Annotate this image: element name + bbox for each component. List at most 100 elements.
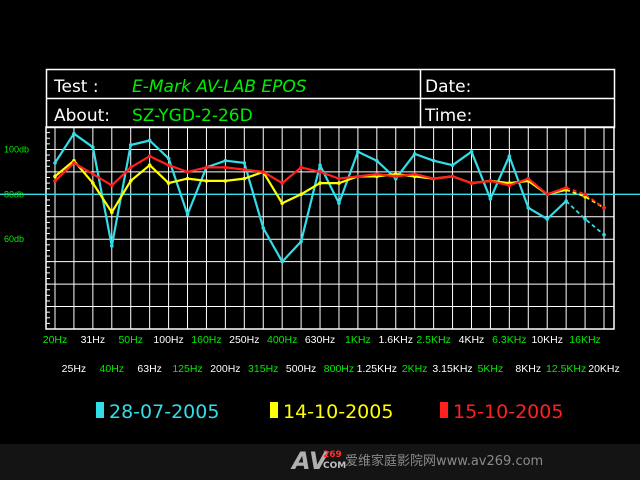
series-layer: [53, 131, 606, 264]
data-point: [375, 158, 379, 163]
logo-bottom: COM: [323, 461, 346, 471]
data-point: [431, 176, 436, 181]
legend-entry: 15-10-2005: [440, 401, 563, 423]
x-tick-label: 25Hz: [62, 363, 87, 375]
data-point: [412, 152, 417, 156]
data-point: [356, 149, 360, 154]
x-tick-label: 4KHz: [459, 334, 485, 346]
data-point: [53, 161, 57, 165]
data-point: [128, 165, 133, 170]
data-point: [431, 158, 436, 163]
data-point: [318, 163, 322, 167]
legend-entry: 28-07-2005: [96, 401, 219, 423]
x-tick-label: 10KHz: [531, 334, 563, 346]
x-tick-label: 315Hz: [248, 363, 278, 375]
data-point: [147, 138, 152, 143]
data-point: [375, 172, 379, 176]
data-point: [166, 163, 171, 167]
x-tick-label: 2KHz: [402, 363, 428, 375]
y-tick-label: 80db: [4, 189, 24, 199]
data-point: [242, 161, 247, 165]
data-point: [564, 185, 568, 190]
data-point: [337, 201, 341, 206]
x-tick-label: 500Hz: [286, 363, 316, 375]
data-point: [337, 181, 341, 185]
x-tick-label: 125Hz: [172, 363, 202, 375]
data-point: [469, 181, 474, 185]
data-point: [109, 183, 114, 188]
about-label: About:: [54, 106, 110, 126]
data-point: [204, 179, 209, 183]
data-point: [469, 149, 474, 154]
data-point: [488, 197, 493, 201]
data-point: [526, 206, 531, 210]
data-point: [72, 161, 76, 165]
test-label: Test :: [53, 77, 99, 97]
data-point: [507, 183, 512, 188]
data-point: [223, 179, 228, 183]
x-tick-label: 100Hz: [153, 334, 183, 346]
time-label: Time:: [424, 106, 472, 126]
data-point: [91, 172, 95, 176]
data-point: [450, 163, 455, 167]
watermark-band: [0, 444, 640, 480]
legend-swatch: [96, 402, 104, 418]
legend-swatch: [440, 402, 448, 418]
y-tick-label: 100db: [4, 144, 29, 154]
x-tick-label: 160Hz: [191, 334, 221, 346]
x-tick-label: 6.3KHz: [492, 334, 526, 346]
y-tick-label: 60db: [4, 234, 24, 244]
x-tick-label: 5KHz: [478, 363, 504, 375]
x-tick-label: 1KHz: [345, 334, 371, 346]
x-tick-label: 31Hz: [81, 334, 106, 346]
x-tick-label: 20Hz: [43, 334, 68, 346]
data-point: [185, 212, 190, 217]
legend-label: 15-10-2005: [453, 401, 563, 423]
data-point: [185, 170, 190, 174]
x-tick-label: 1.25KHz: [357, 363, 397, 375]
x-tick-label: 8KHz: [515, 363, 541, 375]
x-tick-label: 250Hz: [229, 334, 259, 346]
data-point: [602, 206, 606, 210]
data-point: [507, 154, 512, 158]
x-tick-label: 2.5KHz: [416, 334, 450, 346]
legend-label: 14-10-2005: [283, 401, 393, 423]
legend: 28-07-2005 14-10-2005 15-10-2005: [96, 401, 563, 423]
data-point: [91, 145, 95, 149]
series-line-dashed: [565, 200, 605, 236]
data-point: [128, 179, 133, 183]
series-1: [53, 131, 606, 264]
data-point: [602, 232, 606, 237]
x-tick-label: 20KHz: [588, 363, 620, 375]
legend-swatch: [270, 402, 278, 418]
logo-top: 269: [323, 450, 342, 460]
data-point: [109, 210, 114, 215]
data-point: [393, 174, 398, 179]
y-axis: 100db 80db 60db: [4, 144, 29, 244]
watermark: AV 269 COM 爱维家庭影院网www.av269.com: [0, 444, 640, 480]
data-point: [53, 174, 57, 179]
data-point: [318, 181, 322, 185]
data-point: [450, 174, 455, 179]
series-line: [54, 155, 567, 196]
data-point: [223, 158, 228, 163]
data-point: [261, 226, 266, 230]
x-tick-label: 12.5KHz: [546, 363, 586, 375]
header-box: Test : E-Mark AV-LAB EPOS About: SZ-YGD-…: [45, 68, 616, 129]
x-tick-label: 400Hz: [267, 334, 297, 346]
x-tick-label: 1.6KHz: [379, 334, 413, 346]
data-point: [280, 201, 284, 206]
data-point: [583, 217, 587, 221]
logo-mark-icon: AV: [290, 447, 330, 475]
data-point: [545, 217, 550, 221]
data-point: [185, 176, 190, 181]
data-point: [147, 163, 152, 167]
data-point: [91, 181, 95, 185]
x-tick-label: 16KHz: [569, 334, 601, 346]
data-point: [223, 165, 228, 170]
data-point: [356, 174, 360, 179]
test-value: E-Mark AV-LAB EPOS: [132, 77, 307, 97]
legend-entry: 14-10-2005: [270, 401, 393, 423]
data-point: [299, 165, 303, 170]
